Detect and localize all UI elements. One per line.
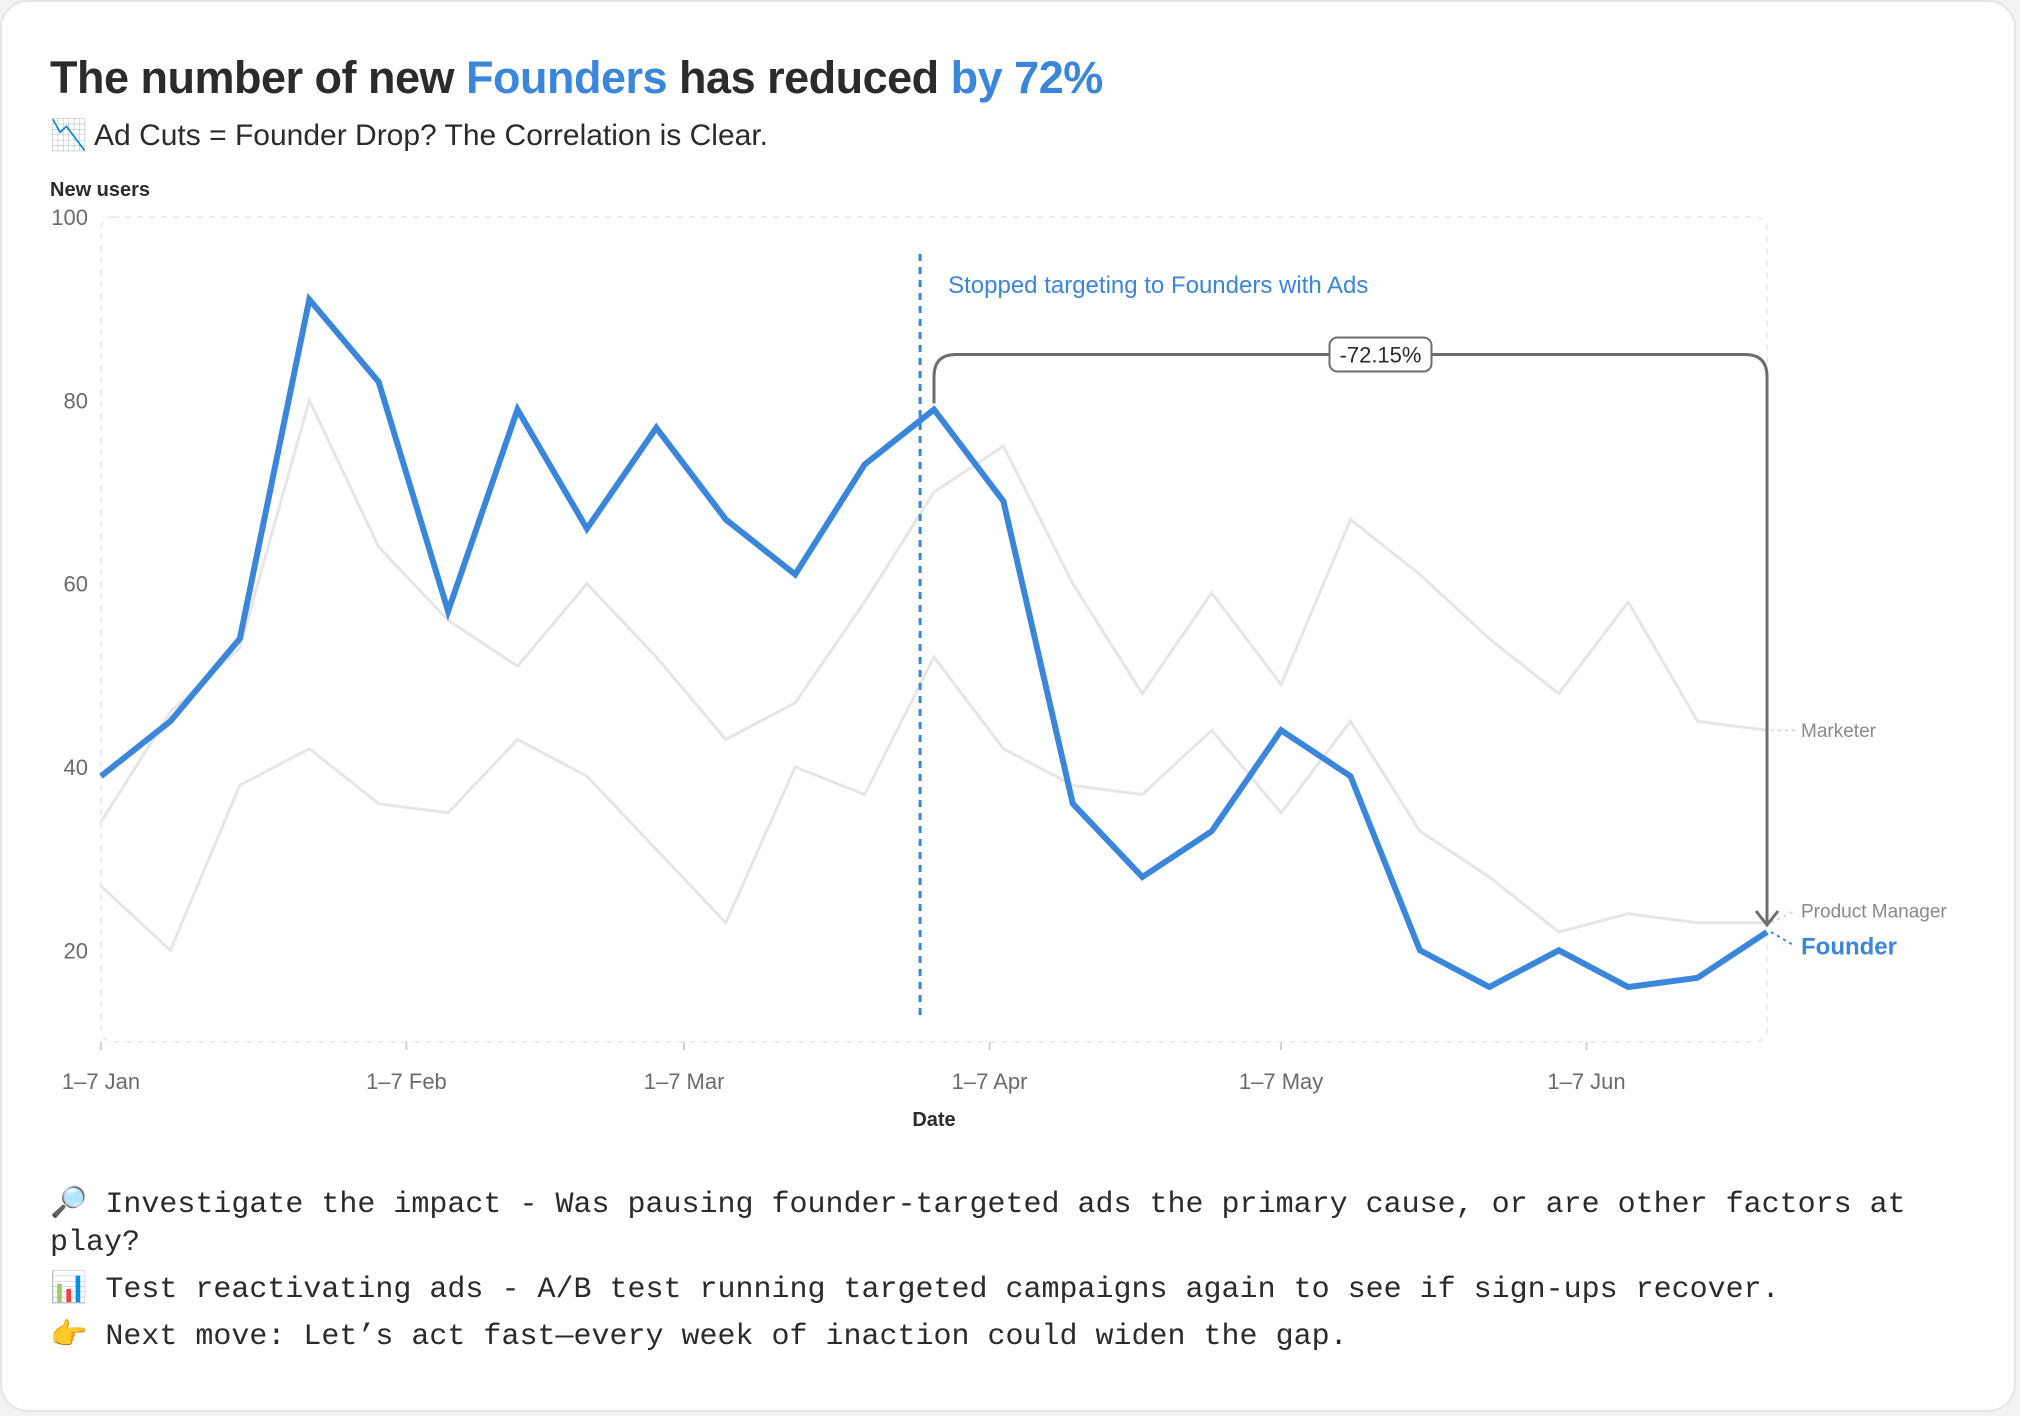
line-chart: New users 100 80 60 40 20 1–7 Jan 1–7 Feb 1–7 Ma…: [50, 179, 1947, 1131]
note-text: Investigate the impact - Was pausing fou…: [50, 1188, 1906, 1260]
chart-subtitle: 📉 Ad Cuts = Founder Drop? The Correlatio…: [50, 118, 768, 153]
note-item: 👉 Next move: Let’s act fast—every week o…: [50, 1316, 1980, 1356]
chart-decreasing-icon: 📉: [50, 118, 88, 153]
series-line-marketer: [99, 396, 1768, 823]
x-tick-label: 1–7 Jan: [62, 1069, 140, 1094]
x-tick-label: 1–7 Mar: [644, 1069, 725, 1094]
y-tick-label: 80: [64, 388, 88, 413]
chart-title: The number of new Founders has reduced b…: [50, 52, 1103, 104]
notes-list: 🔎 Investigate the impact - Was pausing f…: [50, 1184, 1980, 1363]
x-axis-label: Date: [912, 1109, 955, 1131]
change-label-box: [1328, 336, 1433, 373]
note-text: Test reactivating ads - A/B test running…: [105, 1273, 1780, 1307]
y-tick-label: 40: [64, 755, 88, 780]
series-label-founder: Founder: [1801, 934, 1897, 961]
change-arrowhead: [1754, 910, 1780, 928]
bar-chart-icon: 📊: [50, 1270, 88, 1305]
y-axis-label: New users: [50, 179, 150, 201]
y-tick-label: 100: [51, 205, 88, 230]
note-text: Next move: Let’s act fast—every week of …: [105, 1320, 1348, 1354]
title-text-1: The number of new: [50, 52, 467, 103]
series-line-product-manager: [99, 654, 1767, 953]
series-label-marketer: Marketer: [1801, 721, 1877, 742]
note-item: 📊 Test reactivating ads - A/B test runni…: [50, 1269, 1980, 1309]
x-tick-label: 1–7 Apr: [952, 1069, 1028, 1094]
series-label-product-manager: Product Manager: [1801, 902, 1947, 923]
subtitle-text: Ad Cuts = Founder Drop? The Correlation …: [94, 119, 768, 152]
magnifier-icon: 🔎: [50, 1185, 88, 1220]
plot-frame: [100, 216, 1768, 1043]
note-item: 🔎 Investigate the impact - Was pausing f…: [50, 1184, 1980, 1262]
title-text-2: has reduced: [667, 52, 951, 103]
x-tick-label: 1–7 Feb: [366, 1069, 447, 1094]
pointing-right-icon: 👉: [50, 1317, 88, 1352]
title-highlight-founders: Founders: [466, 52, 668, 103]
x-tick-label: 1–7 Jun: [1547, 1069, 1625, 1094]
change-label: -72.15%: [1340, 343, 1422, 368]
series-leader-founder: [1770, 931, 1796, 947]
x-tick-label: 1–7 May: [1239, 1069, 1323, 1094]
event-label: Stopped targeting to Founders with Ads: [948, 272, 1368, 299]
change-bracket: [932, 353, 1769, 924]
y-tick-label: 20: [64, 938, 88, 963]
y-tick-label: 60: [64, 572, 88, 597]
series-leader-product-manager: [1770, 909, 1796, 924]
series-line-founder: [99, 292, 1769, 991]
title-highlight-percent: by 72%: [950, 52, 1104, 103]
